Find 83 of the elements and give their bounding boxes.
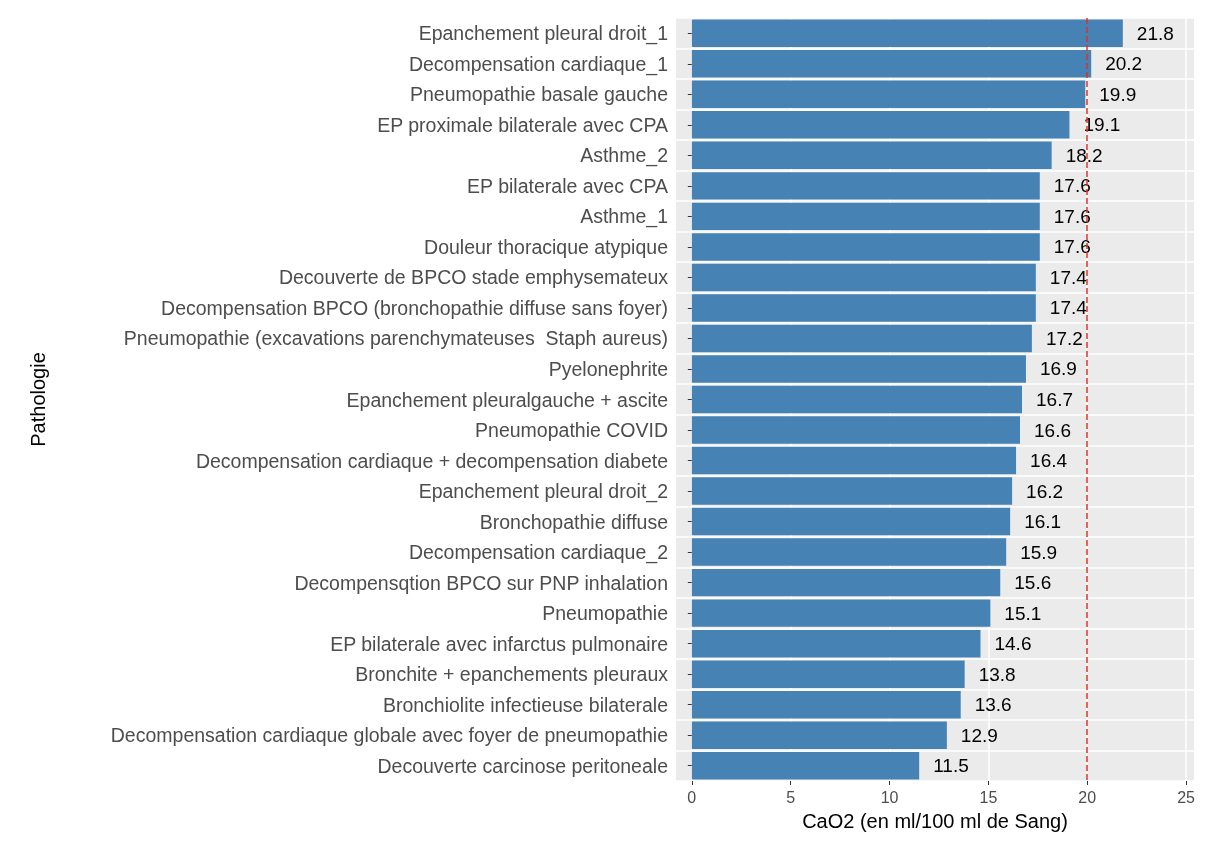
data-label: 19.1 xyxy=(1083,114,1121,136)
y-tick-label: Decouverte carcinose peritoneale xyxy=(377,754,668,777)
x-tick-label: 15 xyxy=(979,788,998,806)
y-tick-label: Epanchement pleural droit_1 xyxy=(418,22,668,46)
bar xyxy=(691,172,1040,200)
bar xyxy=(691,324,1032,353)
data-label: 16.4 xyxy=(1030,450,1068,472)
bar xyxy=(691,263,1036,292)
bar xyxy=(691,629,981,658)
data-label: 19.9 xyxy=(1099,83,1137,105)
y-tick-label: Decompensation cardiaque_2 xyxy=(408,541,668,565)
data-label: 17.4 xyxy=(1049,297,1088,319)
y-tick-label: Decompensation cardiaque globale avec foyer de pneumopathie xyxy=(110,724,668,747)
y-tick-label: EP bilaterale avec infarctus pulmonaire xyxy=(330,632,668,655)
bar xyxy=(691,416,1021,444)
y-tick-label: Pyelonephrite xyxy=(548,357,668,380)
bar xyxy=(691,568,1001,597)
y-tick-label: Bronchiolite infectieuse bilaterale xyxy=(382,693,668,716)
data-label: 17.6 xyxy=(1053,175,1091,197)
y-tick-label: Asthme_2 xyxy=(580,144,668,168)
y-tick-label: Bronchopathie diffuse xyxy=(479,510,668,533)
y-axis-title: Pathologie xyxy=(27,352,49,447)
y-tick-label: Pneumopathie (excavations parenchymateuses Staph aureus) xyxy=(123,327,668,350)
y-tick-label: Douleur thoracique atypique xyxy=(424,235,668,258)
data-label: 16.6 xyxy=(1034,419,1071,441)
y-tick-label: Decouverte de BPCO stade emphysemateux xyxy=(278,266,669,289)
bar xyxy=(691,752,920,780)
y-tick-label: Decompensation cardiaque + decompensation diabete xyxy=(195,449,668,472)
bar xyxy=(691,721,947,749)
x-tick-label: 20 xyxy=(1078,788,1097,806)
x-axis-title: CaO2 (en ml/100 ml de Sang) xyxy=(802,810,1068,832)
bar xyxy=(691,538,1007,566)
data-label: 12.9 xyxy=(960,724,998,746)
y-tick-label: Bronchite + epanchements pleuraux xyxy=(355,663,669,686)
data-label: 17.2 xyxy=(1045,327,1083,349)
x-tick-label: 25 xyxy=(1177,788,1196,806)
data-label: 11.5 xyxy=(933,755,969,777)
data-label: 18.2 xyxy=(1065,144,1103,166)
data-label: 17.4 xyxy=(1049,266,1088,288)
bar xyxy=(691,446,1017,475)
data-label: 14.6 xyxy=(994,633,1032,655)
x-tick-label: 0 xyxy=(687,788,697,806)
y-tick-label: Pneumopathie basale gauche xyxy=(409,83,668,106)
data-label: 15.6 xyxy=(1014,572,1052,594)
bar xyxy=(691,233,1040,261)
data-label: 16.9 xyxy=(1039,358,1077,380)
data-label: 17.6 xyxy=(1053,236,1091,258)
data-label: 13.8 xyxy=(978,663,1016,685)
bar xyxy=(691,507,1011,536)
data-label: 16.7 xyxy=(1035,389,1073,410)
bar xyxy=(691,355,1026,383)
y-tick-label: Pneumopathie xyxy=(542,602,668,625)
data-label: 21.8 xyxy=(1136,22,1174,44)
y-tick-label: EP bilaterale avec CPA xyxy=(467,174,668,197)
data-label: 15.1 xyxy=(1004,602,1042,624)
data-label: 15.9 xyxy=(1020,541,1058,563)
data-label: 16.1 xyxy=(1024,511,1062,533)
bar xyxy=(691,50,1092,78)
y-tick-label: Decompensation cardiaque_1 xyxy=(408,52,668,76)
x-tick-label: 5 xyxy=(786,788,796,806)
bar xyxy=(691,660,965,688)
bar xyxy=(691,111,1070,139)
bar xyxy=(691,202,1040,231)
bar xyxy=(691,385,1022,414)
data-label: 13.6 xyxy=(974,694,1012,716)
y-tick-label: Asthme_1 xyxy=(580,205,668,229)
y-tick-label: Pneumopathie COVID xyxy=(475,419,668,442)
data-label: 17.6 xyxy=(1053,205,1091,227)
bar xyxy=(691,19,1123,47)
y-tick-label: Decompensation BPCO (bronchopathie diffuse sans foyer) xyxy=(161,296,668,319)
bar xyxy=(691,477,1013,505)
y-tick-label: Decompensqtion BPCO sur PNP inhalation xyxy=(294,571,668,594)
y-tick-label: Epanchement pleuralgauche + ascite xyxy=(346,388,668,411)
data-label: 20.2 xyxy=(1105,53,1143,75)
x-tick-label: 10 xyxy=(880,788,899,806)
bar xyxy=(691,599,991,627)
data-label: 16.2 xyxy=(1026,480,1064,502)
bar xyxy=(691,80,1086,109)
bar xyxy=(691,690,961,719)
bar xyxy=(691,294,1036,322)
y-tick-label: EP proximale bilaterale avec CPA xyxy=(377,113,668,136)
bar xyxy=(691,141,1052,170)
y-tick-label: Epanchement pleural droit_2 xyxy=(418,480,668,504)
